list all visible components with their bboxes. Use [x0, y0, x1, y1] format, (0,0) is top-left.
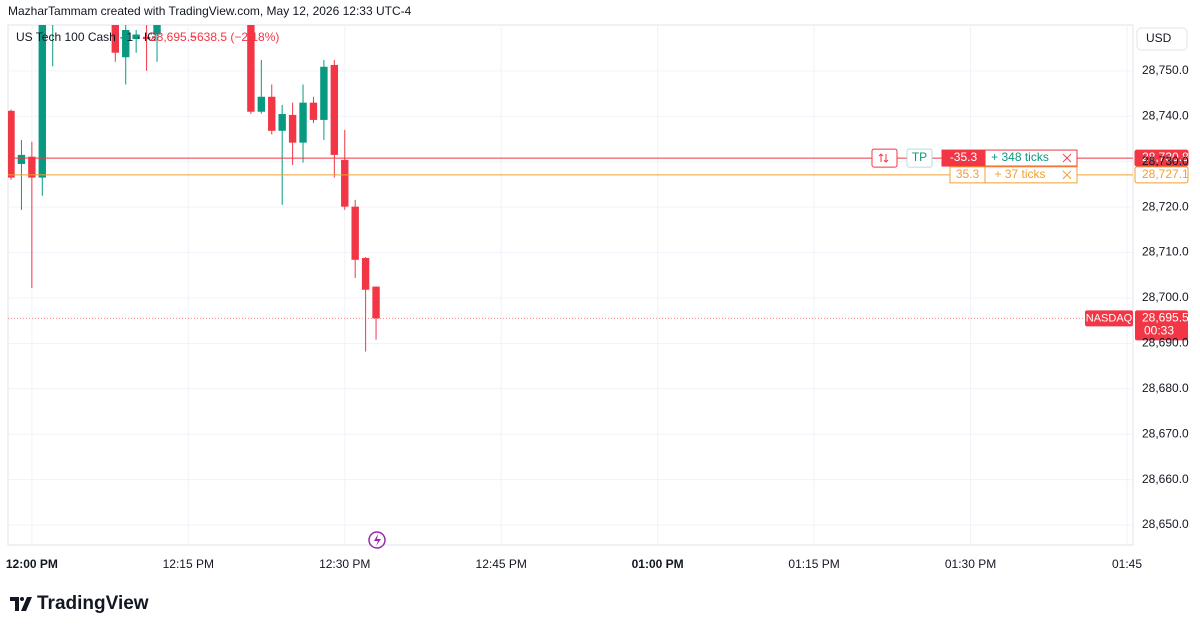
y-tick-label: 28,710.0: [1142, 245, 1189, 259]
candle-body: [341, 159, 349, 207]
y-tick-label: 28,680.0: [1142, 381, 1189, 395]
order-price-label: 28,730.8: [1142, 150, 1189, 164]
x-tick-label: 12:15 PM: [163, 557, 214, 571]
exchange-label: NASDAQ: [1086, 312, 1133, 324]
y-tick-label: 28,720.0: [1142, 199, 1189, 213]
order-price-box: [1134, 166, 1189, 184]
reverse-button[interactable]: [871, 148, 898, 168]
y-tick-label: 28,750.0: [1142, 63, 1189, 77]
legend-title: US Tech 100 Cash · 1 · IG: [16, 30, 157, 44]
candle-body: [288, 114, 297, 143]
event-bolt: [374, 534, 381, 546]
currency[interactable]: USD: [1146, 31, 1172, 45]
candle-body: [28, 156, 36, 178]
exchange-box: [1085, 310, 1133, 327]
candle-body: [17, 154, 26, 164]
y-tick-label: 28,650.0: [1142, 517, 1189, 531]
candle-body: [278, 114, 286, 131]
y-tick-label: 28,700.0: [1142, 290, 1189, 304]
candle-body: [351, 206, 359, 260]
candle-body: [299, 102, 307, 143]
x-tick-label: 01:00 PM: [632, 557, 684, 571]
order-price-label: 28,727.1: [1142, 167, 1189, 181]
overlay: NASDAQ 28,695.500:33 28,730.8 TP -35.3 + 348 …: [8, 148, 1189, 341]
ticks-label: + 37 ticks: [994, 167, 1045, 181]
x-tick-label: 12:30 PM: [319, 557, 370, 571]
candle-body: [268, 96, 276, 131]
candle-body: [257, 96, 266, 112]
currency-box[interactable]: [1136, 27, 1188, 51]
candle-body: [153, 25, 161, 35]
candle-body: [247, 25, 255, 112]
close-button[interactable]: [1062, 170, 1072, 180]
pnl-label: -35.3: [950, 150, 978, 164]
order-price-box: [1134, 149, 1189, 167]
candle-body: [372, 286, 380, 319]
candle-body: [8, 110, 15, 178]
ticks-label: + 348 ticks: [991, 150, 1049, 164]
x-tick-label: 01:15 PM: [788, 557, 839, 571]
ticks-box: [984, 149, 1078, 167]
tag-box[interactable]: [906, 148, 933, 168]
tag-label[interactable]: TP: [912, 150, 927, 164]
logo: [10, 597, 32, 611]
legend-change: −638.5 (−2.18%): [190, 30, 279, 44]
y-tick-label: 28,690.0: [1142, 336, 1189, 350]
candle-body: [330, 64, 339, 155]
candle-body: [309, 102, 318, 120]
pnl-label: 35.3: [956, 167, 980, 181]
y-tick-label: 28,670.0: [1142, 426, 1189, 440]
x-tick-label: 01:45: [1112, 557, 1142, 571]
close-button[interactable]: [1062, 153, 1072, 163]
candle-body: [111, 25, 119, 53]
x-tick-label: 12:45 PM: [476, 557, 527, 571]
x-tick-label: 12:00 PM: [6, 557, 58, 571]
brand: TradingView: [37, 593, 149, 614]
last-price-label: 28,695.5: [1142, 311, 1189, 325]
y-tick-label: 28,660.0: [1142, 472, 1189, 486]
candle-body: [142, 36, 151, 40]
legend-last: 28,695.5: [150, 30, 197, 44]
plot-frame: [7, 24, 1134, 546]
ticks-box: [984, 166, 1078, 184]
candle-body: [320, 66, 328, 120]
candle-body: [38, 25, 46, 178]
last-price-box: [1135, 310, 1188, 341]
header: MazharTammam created with TradingView.co…: [8, 4, 412, 18]
x-tick-label: 01:30 PM: [945, 557, 996, 571]
y-tick-label: 28,740.0: [1142, 108, 1189, 122]
y-tick-label: 28,730.0: [1142, 154, 1189, 168]
candle-body: [132, 34, 140, 40]
candle-body: [122, 29, 130, 58]
reverse-icon: [878, 153, 889, 163]
countdown: 00:33: [1144, 324, 1174, 338]
candle-body: [361, 257, 370, 290]
candles: [8, 25, 380, 352]
